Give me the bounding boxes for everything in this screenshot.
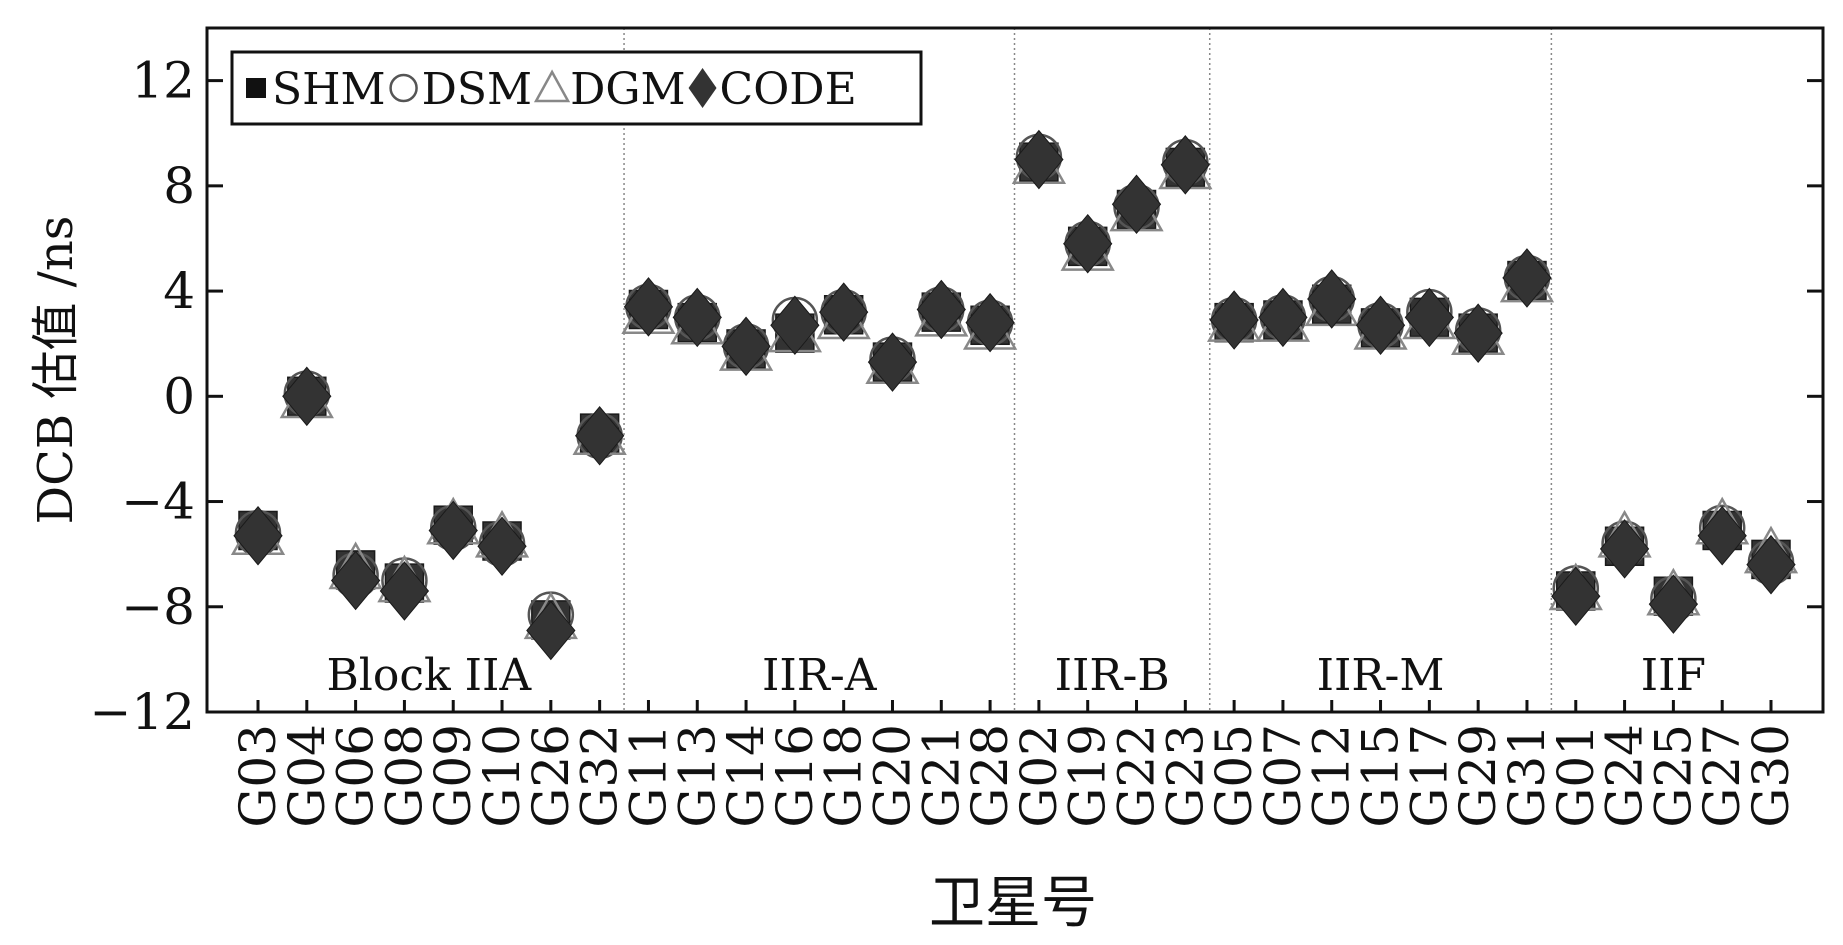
legend-label: DSM [422,64,532,115]
x-tick-label: G14 [717,724,775,828]
x-tick-label: G13 [668,724,726,828]
x-tick-label: G19 [1059,724,1117,828]
x-tick-label: G31 [1498,724,1556,828]
legend: SHM DSM DGM CODE [230,50,923,126]
x-tick-label: G09 [424,724,482,828]
code-marker [965,292,1015,353]
x-tick-label: G22 [1108,724,1166,828]
x-tick-label: G21 [912,724,970,828]
code-marker [574,405,625,466]
x-axis-title: 卫星号 [929,871,1097,936]
x-tick-label: G02 [1010,724,1068,828]
x-tick-label: G24 [1596,724,1654,828]
code-marker [330,550,381,611]
x-tick-label: G23 [1156,724,1214,828]
y-tick-label: −12 [89,683,195,741]
y-tick-label: −4 [121,473,195,531]
plot-frame [205,26,1825,714]
x-tick-label: G17 [1400,724,1458,828]
x-tick-label: G32 [571,724,629,828]
legend-box [230,50,923,126]
code-marker [282,366,332,427]
code-marker [1355,295,1406,356]
x-tick-label: G29 [1449,724,1507,828]
y-axis-title: DCB 估值 /ns [28,216,84,525]
legend-triangle-icon [533,69,571,103]
x-tick-label: G27 [1693,724,1751,828]
x-tick-label: G03 [229,724,287,828]
x-tick-label: G18 [815,724,873,828]
group-separators [623,28,1553,712]
code-marker [379,561,430,621]
x-tick-label: G07 [1254,724,1312,828]
x-axis: G03G04G06G08G09G10G26G32G11G13G14G16G18G… [229,700,1800,828]
legend-circle-icon [389,73,418,103]
code-marker [477,516,527,577]
code-marker [1111,174,1162,235]
code-marker [1160,135,1210,195]
legend-label: CODE [720,64,857,115]
code-marker [623,277,674,337]
legend-label: DGM [570,64,685,115]
legend-diamond-icon [688,68,717,108]
data-markers [230,129,1799,661]
code-marker [867,332,918,392]
x-tick-label: G20 [863,724,921,828]
y-tick-label: 4 [163,262,195,320]
code-marker [1697,505,1747,566]
group-label: IIR-A [762,650,878,701]
x-tick-label: G16 [766,724,824,828]
code-marker [1404,287,1455,348]
group-label: IIF [1641,650,1706,701]
code-marker [1307,269,1357,329]
code-marker [1746,534,1796,595]
x-tick-label: G11 [619,724,677,828]
legend-square-icon [246,78,266,98]
x-tick-label: G30 [1742,724,1800,828]
code-marker [428,500,478,561]
group-label: IIR-B [1055,650,1170,701]
x-tick-label: G04 [278,724,336,828]
code-marker [1648,574,1699,634]
code-marker [1063,213,1113,274]
y-axis: −12 −8 −4 0 4 8 12 [89,52,1823,741]
y-tick-label: −8 [121,578,195,636]
code-marker [1258,287,1308,348]
code-marker [819,282,869,342]
code-marker [1599,519,1650,579]
code-marker [721,316,771,377]
x-tick-label: G25 [1644,724,1702,828]
x-tick-label: G08 [375,724,433,828]
code-marker [672,287,722,348]
code-marker [916,279,966,340]
code-marker [1502,248,1552,308]
y-tick-label: 12 [131,52,195,110]
code-marker [1014,129,1064,190]
code-marker [1209,290,1259,350]
x-tick-label: G26 [522,724,580,828]
group-labels: Block IIA IIR-A IIR-B IIR-M IIF [326,650,1706,701]
code-marker [1551,566,1601,627]
x-tick-label: G05 [1205,724,1263,828]
y-tick-label: 8 [163,157,195,215]
x-tick-label: G10 [473,724,531,828]
y-tick-label: 0 [163,367,195,425]
x-tick-label: G06 [327,724,385,828]
x-tick-label: G15 [1352,724,1410,828]
code-marker [1453,303,1503,363]
code-marker [233,505,283,566]
group-label: Block IIA [326,650,532,701]
code-marker [526,600,576,661]
x-tick-label: G28 [961,724,1019,828]
x-tick-label: G01 [1547,724,1605,828]
legend-label: SHM [272,64,386,115]
x-tick-label: G12 [1303,724,1361,828]
group-label: IIR-M [1317,650,1445,701]
code-marker [770,295,820,356]
